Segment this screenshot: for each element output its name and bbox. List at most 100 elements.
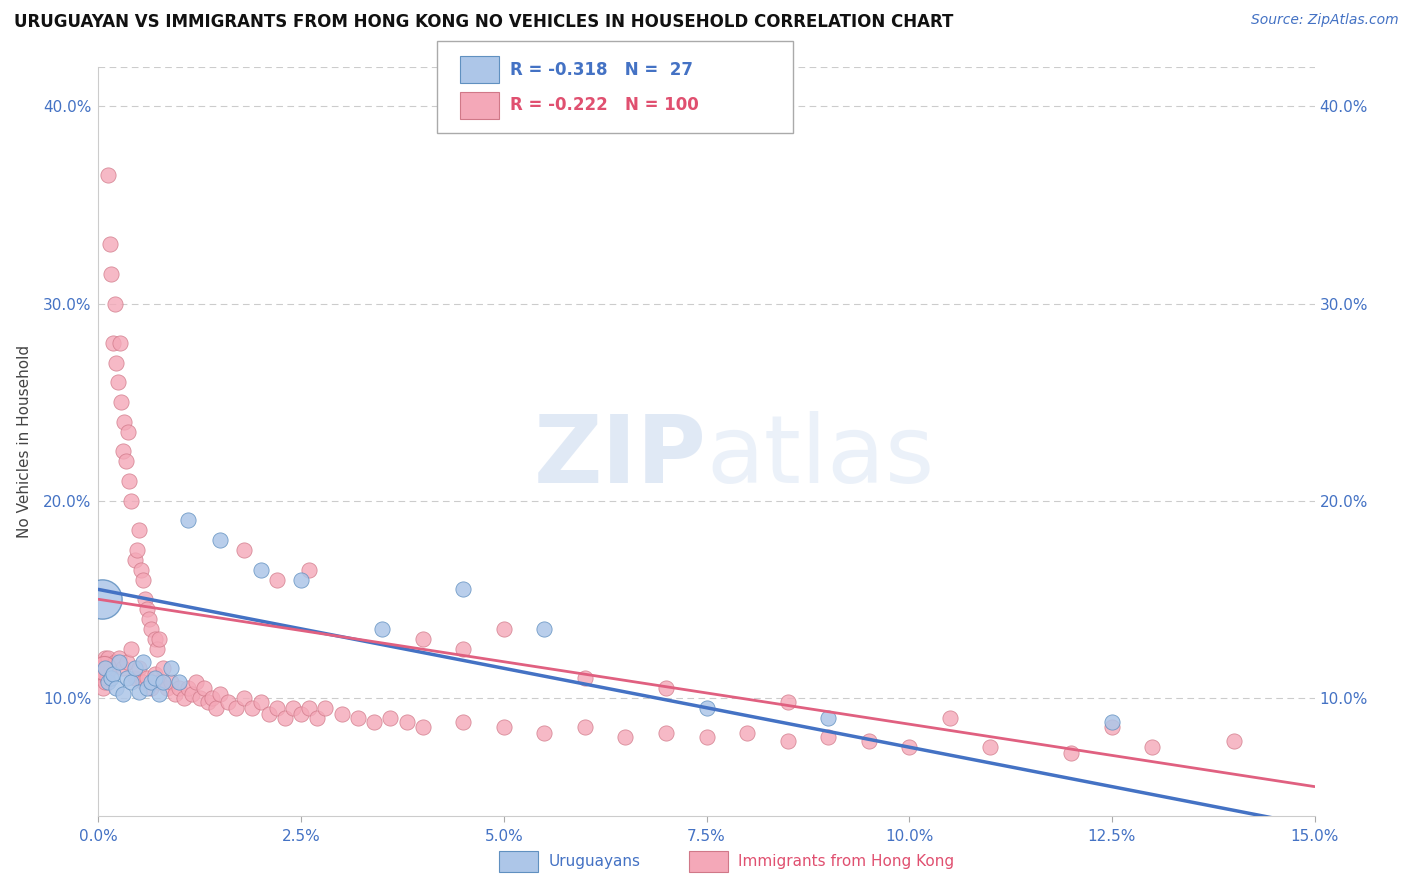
- Point: [165, 687, 187, 701]
- Point: [124, 661, 146, 675]
- Point: [696, 700, 718, 714]
- Point: [152, 661, 174, 675]
- Point: [655, 726, 678, 740]
- Point: [117, 425, 139, 439]
- Point: [98, 237, 121, 252]
- Point: [217, 695, 239, 709]
- Point: [160, 661, 183, 675]
- Point: [176, 513, 198, 527]
- Point: [735, 726, 758, 740]
- Point: [307, 710, 329, 724]
- Point: [205, 700, 228, 714]
- Point: [225, 700, 247, 714]
- Point: [453, 582, 475, 597]
- Point: [858, 734, 880, 748]
- Point: [100, 267, 122, 281]
- Point: [94, 675, 117, 690]
- Point: [107, 651, 129, 665]
- Point: [776, 734, 799, 748]
- Point: [574, 671, 596, 685]
- Point: [492, 721, 515, 735]
- Point: [139, 622, 162, 636]
- Point: [96, 661, 118, 675]
- Point: [281, 700, 304, 714]
- Point: [492, 622, 515, 636]
- Point: [347, 710, 370, 724]
- Point: [128, 661, 150, 675]
- Point: [127, 543, 149, 558]
- Point: [148, 687, 170, 701]
- Point: [120, 675, 142, 690]
- Point: [249, 695, 271, 709]
- Point: [146, 641, 169, 656]
- Point: [90, 661, 112, 675]
- Point: [1222, 734, 1244, 748]
- Y-axis label: No Vehicles in Household: No Vehicles in Household: [17, 345, 32, 538]
- Point: [614, 731, 637, 745]
- Point: [148, 675, 170, 690]
- Point: [817, 710, 839, 724]
- Point: [209, 687, 232, 701]
- Point: [118, 474, 141, 488]
- Point: [314, 700, 336, 714]
- Point: [395, 714, 418, 729]
- Point: [115, 656, 138, 670]
- Text: R = -0.318   N =  27: R = -0.318 N = 27: [510, 61, 693, 78]
- Point: [93, 656, 115, 670]
- Point: [274, 710, 297, 724]
- Point: [201, 690, 224, 705]
- Point: [115, 671, 138, 685]
- Text: R = -0.222   N = 100: R = -0.222 N = 100: [510, 96, 699, 114]
- Point: [696, 731, 718, 745]
- Point: [94, 667, 117, 681]
- Point: [290, 573, 312, 587]
- Point: [817, 731, 839, 745]
- Point: [128, 685, 150, 699]
- Point: [132, 573, 155, 587]
- Point: [533, 622, 555, 636]
- Point: [101, 335, 124, 350]
- Point: [169, 681, 191, 695]
- Point: [180, 687, 202, 701]
- Point: [124, 671, 146, 685]
- Point: [257, 706, 280, 721]
- Point: [100, 661, 122, 675]
- Text: atlas: atlas: [707, 410, 935, 502]
- Point: [105, 356, 128, 370]
- Point: [156, 681, 179, 695]
- Point: [97, 169, 120, 183]
- Point: [266, 573, 288, 587]
- Point: [173, 690, 195, 705]
- Point: [132, 656, 155, 670]
- Point: [1060, 746, 1083, 760]
- Point: [138, 612, 160, 626]
- Point: [979, 740, 1001, 755]
- Point: [298, 700, 321, 714]
- Point: [96, 671, 118, 685]
- Point: [380, 710, 402, 724]
- Point: [290, 706, 312, 721]
- Text: URUGUAYAN VS IMMIGRANTS FROM HONG KONG NO VEHICLES IN HOUSEHOLD CORRELATION CHAR: URUGUAYAN VS IMMIGRANTS FROM HONG KONG N…: [14, 13, 953, 31]
- Point: [197, 695, 219, 709]
- Point: [776, 695, 799, 709]
- Point: [110, 395, 132, 409]
- Point: [143, 671, 166, 685]
- Point: [111, 687, 134, 701]
- Point: [193, 681, 215, 695]
- Point: [1142, 740, 1164, 755]
- Point: [91, 671, 114, 685]
- Point: [143, 632, 166, 646]
- Point: [112, 415, 135, 429]
- Point: [139, 675, 162, 690]
- Point: [94, 651, 117, 665]
- Point: [453, 641, 475, 656]
- Point: [100, 671, 122, 685]
- Point: [108, 335, 131, 350]
- Point: [129, 563, 152, 577]
- Point: [298, 563, 321, 577]
- Point: [111, 661, 134, 675]
- Text: Uruguayans: Uruguayans: [548, 855, 640, 869]
- Point: [412, 721, 434, 735]
- Point: [209, 533, 232, 548]
- Point: [363, 714, 385, 729]
